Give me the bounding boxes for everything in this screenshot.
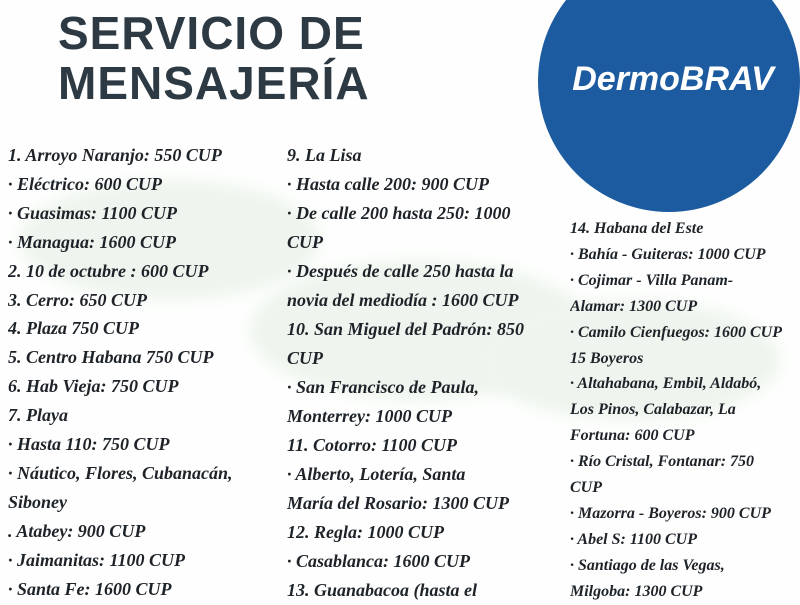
price-line: · Después de calle 250 hasta la — [287, 261, 514, 281]
background-map — [20, 180, 320, 300]
price-line: · Bahía - Guiteras: 1000 CUP — [570, 245, 766, 263]
price-line: · Altahabana, Embil, Aldabó, — [570, 375, 762, 393]
price-line: · San Francisco de Paula, — [287, 377, 480, 397]
price-line: 11. Cotorro: 1100 CUP — [287, 435, 458, 455]
price-line: · Santiago de las Vegas, — [570, 556, 725, 574]
background-map — [480, 300, 780, 420]
price-line: 10. San Miguel del Padrón: 850 — [287, 319, 525, 339]
price-line: Alamar: 1300 CUP — [570, 297, 698, 315]
price-line: María del Rosario: 1300 CUP — [287, 493, 510, 513]
price-column: 1. Arroyo Naranjo: 550 CUP · Eléctrico: 6… — [8, 141, 284, 604]
price-line: Monterrey: 1000 CUP — [287, 406, 452, 426]
price-line: 5. Centro Habana 750 CUP — [8, 347, 214, 368]
price-line: 7. Playa — [8, 405, 68, 426]
title-line: SERVICIO DE — [58, 7, 365, 59]
price-line: · Cojimar - Villa Panam- — [570, 271, 734, 289]
price-line: · Alberto, Lotería, Santa — [287, 464, 466, 484]
price-line: 9. La Lisa — [287, 145, 362, 165]
price-line: · Guasimas: 1100 CUP — [8, 202, 178, 223]
price-line: · Náutico, Flores, Cubanacán, — [8, 462, 233, 483]
price-line: novia del mediodía : 1600 CUP — [287, 290, 519, 310]
price-line: 6. Hab Vieja: 750 CUP — [8, 376, 179, 397]
price-line: · Abel S: 1100 CUP — [570, 530, 697, 548]
price-line: CUP — [287, 348, 323, 368]
price-line: Los Pinos, Calabazar, La — [570, 401, 736, 419]
price-line: 12. Regla: 1000 CUP — [287, 522, 444, 542]
price-line: 14. Habana del Este — [570, 220, 704, 237]
price-column: 9. La Lisa · Hasta calle 200: 900 CUP · De… — [287, 141, 567, 605]
price-line: · Jaimanitas: 1100 CUP — [8, 549, 186, 570]
price-line: · Santa Fe: 1600 CUP — [8, 578, 172, 599]
logo-text: DermoBRAV — [572, 60, 774, 98]
price-line: Milgoba: 1300 CUP — [570, 582, 703, 600]
price-line: · Hasta 110: 750 CUP — [8, 434, 170, 455]
price-line: . Atabey: 900 CUP — [8, 520, 146, 541]
price-line: · Río Cristal, Fontanar: 750 — [570, 453, 755, 471]
price-line: 1. Arroyo Naranjo: 550 CUP — [8, 145, 222, 165]
price-line: · Camilo Cienfuegos: 1600 CUP — [570, 323, 783, 341]
price-line: · Managua: 1600 CUP — [8, 231, 177, 252]
price-line: · Eléctrico: 600 CUP — [8, 173, 162, 194]
price-line: · Mazorra - Boyeros: 900 CUP — [570, 504, 771, 522]
price-line: · Hasta calle 200: 900 CUP — [287, 174, 489, 194]
price-line: 15 Boyeros — [570, 349, 644, 367]
price-line: CUP — [287, 232, 323, 252]
price-line: · Casablanca: 1600 CUP — [287, 551, 471, 571]
price-line: 3. Cerro: 650 CUP — [8, 289, 147, 310]
title-line: MENSAJERÍA — [58, 57, 370, 109]
price-line: 2. 10 de octubre : 600 CUP — [8, 260, 209, 281]
price-line: Siboney — [8, 491, 68, 512]
price-line: · De calle 200 hasta 250: 1000 — [287, 203, 511, 223]
logo-circle — [538, 0, 800, 212]
price-line: Fortuna: 600 CUP — [570, 427, 695, 445]
price-line: 13. Guanabacoa (hasta el — [287, 580, 478, 600]
price-line: 4. Plaza 750 CUP — [8, 318, 140, 339]
price-column: 14. Habana del Este · Bahía - Guiteras: 1… — [570, 216, 800, 605]
title: SERVICIO DE MENSAJERÍA — [58, 8, 370, 108]
price-line: CUP — [570, 479, 602, 497]
